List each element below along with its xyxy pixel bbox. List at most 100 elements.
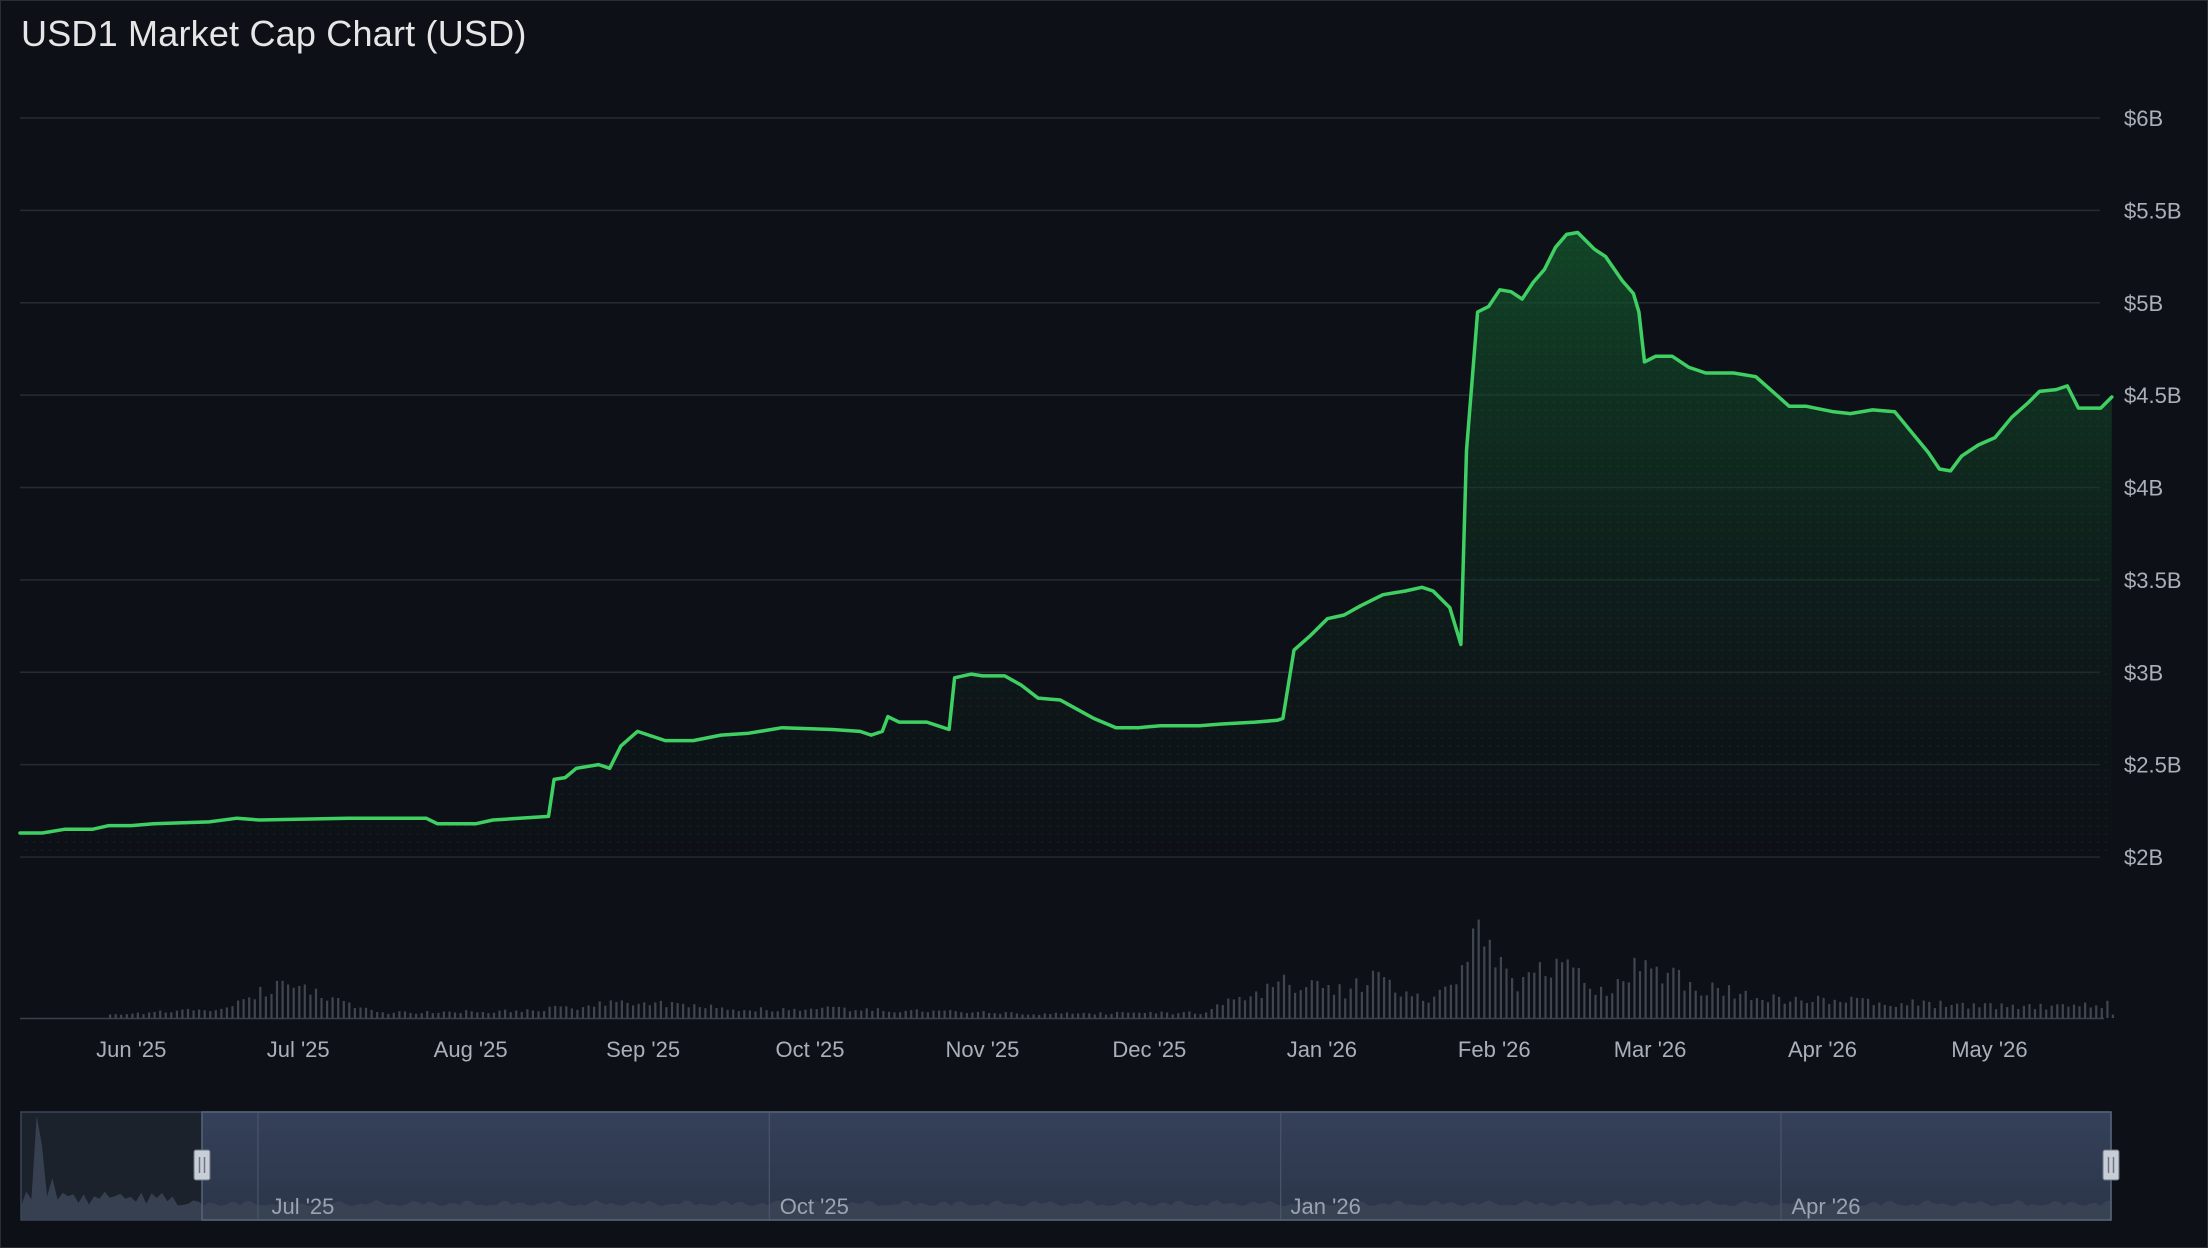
volume-bar	[1689, 982, 1692, 1018]
volume-bar	[453, 1012, 457, 1018]
volume-bar	[1906, 1005, 1909, 1018]
volume-bar	[1967, 1008, 1970, 1018]
volume-bar	[2078, 1006, 2081, 1018]
volume-bar	[1867, 998, 1870, 1018]
volume-bar	[1700, 995, 1703, 1018]
volume-bar	[1883, 1004, 1886, 1018]
volume-bar	[1928, 1001, 1931, 1018]
volume-bar	[1043, 1013, 1046, 1018]
volume-bar	[815, 1009, 818, 1018]
volume-bar	[509, 1012, 512, 1018]
volume-bar	[470, 1011, 473, 1018]
volume-bar	[876, 1008, 879, 1018]
y-tick-label: $2B	[2124, 845, 2163, 870]
volume-bar	[1371, 970, 1375, 1018]
volume-bar	[275, 980, 279, 1018]
volume-bar	[971, 1012, 974, 1018]
y-tick-label: $4.5B	[2124, 383, 2182, 408]
volume-bar	[364, 1007, 368, 1018]
volume-bar	[2006, 1007, 2009, 1018]
volume-bar	[1538, 962, 1541, 1018]
volume-bar	[1032, 1014, 1035, 1018]
volume-bar	[1410, 996, 1413, 1018]
volume-bar	[715, 1008, 718, 1018]
volume-bar	[965, 1013, 968, 1018]
volume-bar	[136, 1012, 139, 1018]
volume-bar	[798, 1010, 802, 1018]
volume-bar	[871, 1010, 874, 1018]
volume-bar	[938, 1010, 941, 1018]
volume-bar	[1472, 928, 1475, 1018]
volume-bar	[1817, 995, 1820, 1018]
volume-bar	[1917, 1005, 1920, 1018]
volume-bar	[576, 1009, 579, 1018]
volume-bar	[1038, 1014, 1041, 1018]
volume-bar	[687, 1007, 690, 1018]
volume-bar	[721, 1007, 724, 1018]
volume-bar	[1683, 990, 1686, 1018]
volume-bar	[1460, 965, 1464, 1018]
volume-bar	[1171, 1014, 1174, 1018]
volume-bar	[1861, 998, 1864, 1018]
volume-bar	[598, 1001, 601, 1018]
x-tick-label: Feb '26	[1458, 1037, 1531, 1062]
volume-bar	[1182, 1012, 1185, 1018]
volume-bar	[498, 1010, 501, 1018]
x-tick-label: Jul '25	[267, 1037, 330, 1062]
volume-bar	[1305, 987, 1308, 1018]
volume-bar	[843, 1007, 846, 1018]
volume-bar	[1911, 999, 1914, 1018]
volume-bar	[1199, 1014, 1202, 1018]
range-navigator[interactable]: Jul '25 Oct '25 Jan '26 Apr '26	[20, 1111, 2120, 1221]
volume-bar	[915, 1009, 918, 1018]
volume-bar	[420, 1013, 423, 1018]
volume-bar	[693, 1004, 696, 1018]
volume-bar	[292, 987, 295, 1018]
volume-bar	[632, 1005, 635, 1018]
navigator-left-handle[interactable]	[193, 1149, 211, 1181]
volume-bar	[654, 1002, 657, 1018]
volume-bar	[1577, 968, 1580, 1018]
volume-bar	[748, 1010, 751, 1018]
volume-bar	[1154, 1013, 1158, 1018]
volume-bar	[670, 1002, 674, 1018]
volume-bar	[1739, 993, 1742, 1018]
volume-bar	[826, 1006, 829, 1018]
volume-bar	[1422, 1000, 1425, 1018]
series-area-texture	[20, 232, 2112, 857]
volume-bar	[398, 1011, 401, 1018]
x-tick-label: May '26	[1951, 1037, 2027, 1062]
volume-bar	[1216, 1004, 1219, 1018]
y-tick-label: $4B	[2124, 476, 2163, 501]
volume-bar	[1622, 981, 1625, 1018]
volume-bars	[20, 919, 2114, 1020]
volume-bar	[1716, 988, 1719, 1018]
volume-bar	[709, 1004, 713, 1018]
volume-bar	[270, 993, 273, 1018]
volume-bar	[960, 1012, 963, 1018]
volume-bar	[298, 986, 301, 1018]
volume-bar	[865, 1008, 868, 1018]
volume-bar	[1455, 984, 1458, 1018]
volume-bar	[893, 1012, 896, 1018]
volume-bar	[526, 1009, 529, 1018]
volume-bar	[626, 1002, 629, 1018]
volume-bar	[1205, 1012, 1208, 1018]
navigator-right-handle[interactable]	[2102, 1149, 2120, 1181]
volume-bar	[403, 1011, 407, 1018]
volume-bar	[2028, 1004, 2031, 1018]
volume-bar	[253, 999, 256, 1018]
volume-bar	[604, 1005, 607, 1018]
y-tick-label: $3.5B	[2124, 568, 2182, 593]
volume-bar	[1015, 1013, 1018, 1018]
navigator-tick-label: Apr '26	[1791, 1194, 1860, 1219]
volume-bar	[142, 1014, 145, 1018]
volume-bar	[2045, 1009, 2048, 1018]
volume-bar	[1944, 1006, 1948, 1018]
volume-bar	[1271, 987, 1274, 1018]
volume-bar	[1110, 1013, 1113, 1018]
volume-bar	[910, 1010, 913, 1018]
volume-bar	[287, 984, 290, 1018]
volume-bar	[1549, 977, 1553, 1018]
